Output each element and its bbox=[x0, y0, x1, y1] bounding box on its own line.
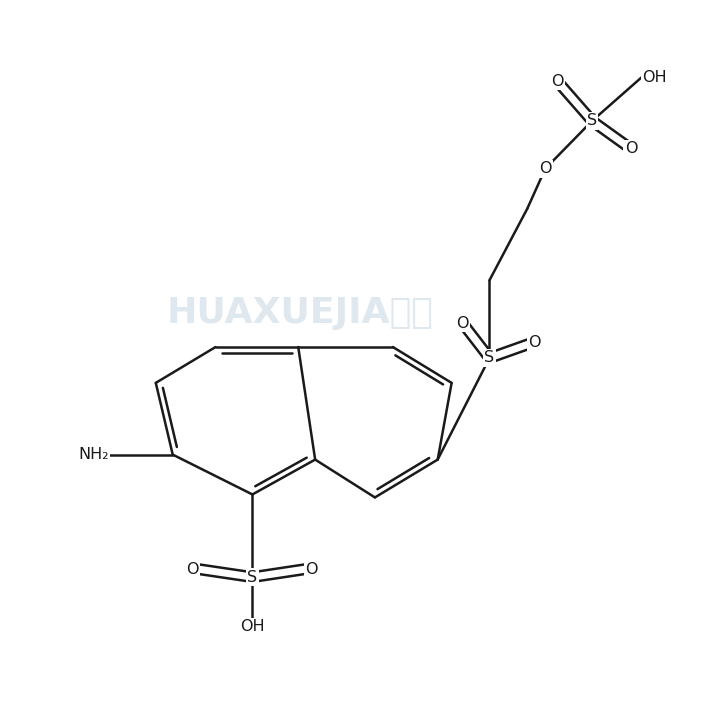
Text: O: O bbox=[539, 161, 552, 176]
Text: NH₂: NH₂ bbox=[78, 447, 109, 462]
Text: O: O bbox=[456, 316, 468, 331]
Text: S: S bbox=[484, 350, 495, 365]
Text: HUAXUEJIA赋加: HUAXUEJIA赋加 bbox=[167, 296, 434, 330]
Text: OH: OH bbox=[642, 69, 666, 84]
Text: OH: OH bbox=[240, 620, 265, 634]
Text: O: O bbox=[624, 142, 637, 156]
Text: S: S bbox=[247, 570, 258, 585]
Text: O: O bbox=[551, 74, 563, 88]
Text: O: O bbox=[305, 561, 318, 576]
Text: O: O bbox=[186, 561, 199, 576]
Text: S: S bbox=[587, 113, 597, 128]
Text: O: O bbox=[528, 335, 540, 350]
